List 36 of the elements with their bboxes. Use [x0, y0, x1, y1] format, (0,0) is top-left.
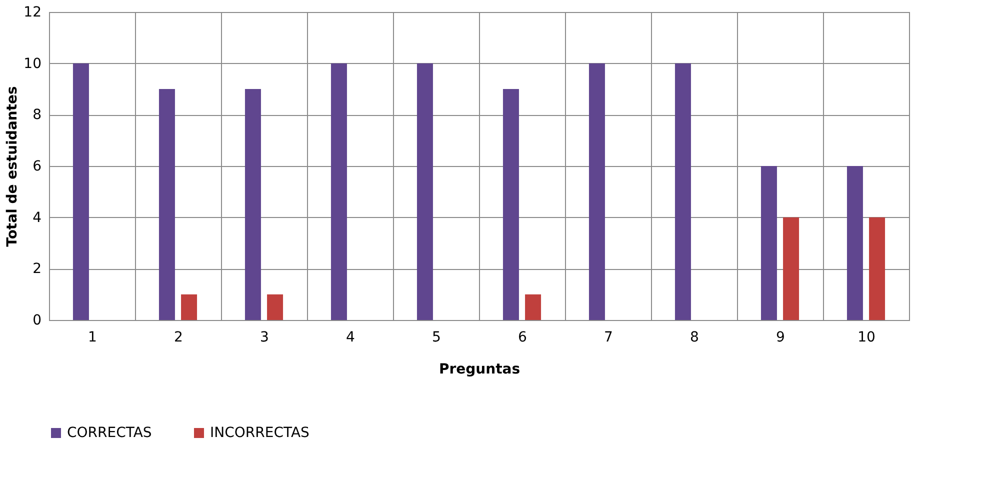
bar [158, 89, 175, 320]
bar [502, 89, 519, 320]
bar [267, 294, 284, 320]
y-tick-label: 2 [32, 261, 42, 278]
bar [181, 294, 198, 320]
bar [783, 217, 800, 320]
y-tick-label: 12 [24, 4, 42, 20]
legend-label: CORRECTAS [67, 425, 152, 441]
x-axis-title: Preguntas [438, 362, 520, 378]
bar [588, 63, 605, 320]
x-tick-label: 6 [518, 330, 528, 346]
x-tick-label: 10 [858, 330, 876, 346]
x-tick-label: 4 [346, 330, 356, 346]
bar [244, 89, 261, 320]
y-axis-title: Total de estuidantes [4, 86, 21, 247]
bar [330, 63, 347, 320]
bar [72, 63, 89, 320]
legend-label: INCORRECTAS [210, 425, 310, 441]
x-tick-label: 7 [604, 330, 613, 346]
x-tick-label: 9 [776, 330, 785, 346]
bar [416, 63, 433, 320]
y-tick-label: 8 [32, 107, 42, 124]
x-tick-label: 3 [260, 330, 269, 346]
x-tick-label: 5 [432, 330, 441, 346]
bar [674, 63, 691, 320]
x-tick-label: 1 [88, 330, 97, 346]
y-tick-label: 6 [32, 158, 42, 174]
y-tick-label: 0 [32, 312, 42, 328]
x-tick-label: 2 [174, 330, 183, 346]
bar [760, 166, 777, 320]
x-tick-label: 8 [690, 330, 699, 346]
y-tick-label: 4 [32, 210, 42, 226]
bar [525, 294, 542, 320]
bar [846, 166, 863, 320]
y-tick-label: 10 [24, 56, 42, 72]
bar [869, 217, 886, 320]
